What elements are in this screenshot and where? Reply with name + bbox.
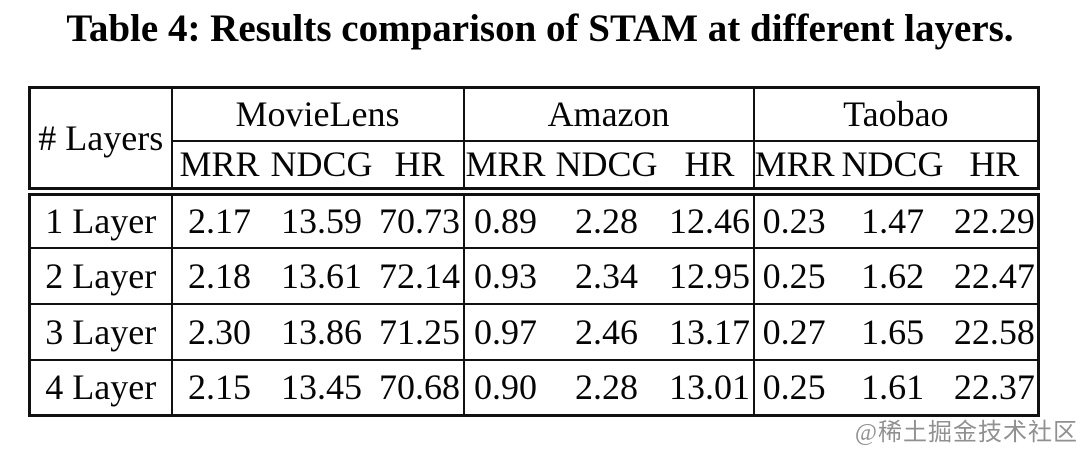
value-cell: 1.65: [833, 302, 952, 360]
metric-header-movielens-mrr: MRR: [170, 140, 267, 196]
metric-header-movielens-ndcg: NDCG: [266, 140, 377, 196]
table-row: 2 Layer 2.18 13.61 72.14 0.93 2.34 12.95…: [29, 246, 1039, 304]
value-cell: 1.62: [833, 246, 952, 304]
group-header-row: # Layers MovieLens Amazon Taobao: [29, 87, 1039, 196]
row-label: 4 Layer: [29, 358, 172, 416]
row-label: 3 Layer: [29, 302, 172, 360]
row-label: 1 Layer: [45, 201, 157, 242]
value-cell: 12.95: [666, 246, 754, 304]
value-cell: 2.30: [170, 302, 267, 360]
value-cell: 70.68: [376, 358, 464, 416]
value-cell: 13.59: [281, 201, 362, 242]
metric-header-amazon-ndcg: NDCG: [546, 140, 667, 196]
value-cell: 0.27: [752, 302, 834, 360]
metric-header-taobao-hr: HR: [951, 140, 1039, 196]
value-cell: 1.61: [833, 358, 952, 416]
value-cell: 2.28: [546, 358, 667, 416]
group-header-amazon: Amazon: [462, 87, 754, 142]
value-cell: 0.90: [462, 358, 547, 416]
value-cell: 2.28: [575, 201, 639, 242]
table-row: 3 Layer 2.30 13.86 71.25 0.97 2.46 13.17…: [29, 302, 1039, 360]
value-cell: 2.34: [546, 246, 667, 304]
value-cell: 0.25: [752, 246, 834, 304]
value-cell: 13.86: [266, 302, 377, 360]
value-cell: 22.58: [951, 302, 1039, 360]
value-cell: 0.97: [462, 302, 547, 360]
table-row: 1 Layer 2.17 13.59 70.73 0.89 2.28 12.46…: [30, 191, 1039, 248]
value-cell: 13.61: [266, 246, 377, 304]
metric-header-amazon-mrr: MRR: [462, 140, 547, 196]
value-cell: 71.25: [376, 302, 464, 360]
value-cell: 22.47: [951, 246, 1039, 304]
value-cell: 70.73: [379, 201, 461, 242]
value-cell: 0.93: [462, 246, 547, 304]
value-cell: 2.15: [170, 358, 267, 416]
col-header-layers: # Layers: [29, 87, 172, 196]
value-cell: 0.89: [462, 191, 547, 248]
metric-header-row: MRR NDCG HR MRR NDCG HR MRR NDCG HR: [30, 140, 1039, 196]
table-caption: Table 4: Results comparison of STAM at d…: [66, 7, 1014, 50]
value-cell: 13.17: [666, 302, 754, 360]
metric-header-amazon-hr: HR: [666, 140, 754, 196]
metric-header-movielens-hr: HR: [376, 140, 464, 196]
value-cell: 72.14: [376, 246, 464, 304]
watermark: @稀土掘金技术社区: [854, 420, 1078, 446]
value-cell: 1.47: [861, 201, 925, 242]
group-header-movielens: MovieLens: [170, 87, 464, 142]
value-cell: 2.46: [546, 302, 667, 360]
metric-header-taobao-mrr: MRR: [752, 140, 835, 196]
value-cell: 0.25: [752, 358, 834, 416]
group-header-taobao: Taobao: [752, 87, 1039, 142]
table-row: 4 Layer 2.15 13.45 70.68 0.90 2.28 13.01…: [29, 358, 1039, 416]
value-cell: 22.37: [951, 358, 1039, 416]
value-cell: 0.23: [752, 191, 834, 248]
value-cell: 2.18: [170, 246, 267, 304]
row-label: 2 Layer: [29, 246, 172, 304]
value-cell: 2.17: [170, 191, 267, 248]
results-table: # Layers MovieLens Amazon Taobao MRR NDC…: [28, 86, 1041, 417]
value-cell: 12.46: [669, 201, 751, 242]
value-cell: 13.01: [666, 358, 754, 416]
value-cell: 13.45: [266, 358, 377, 416]
metric-header-taobao-ndcg: NDCG: [833, 140, 952, 196]
value-cell: 22.29: [953, 201, 1035, 242]
